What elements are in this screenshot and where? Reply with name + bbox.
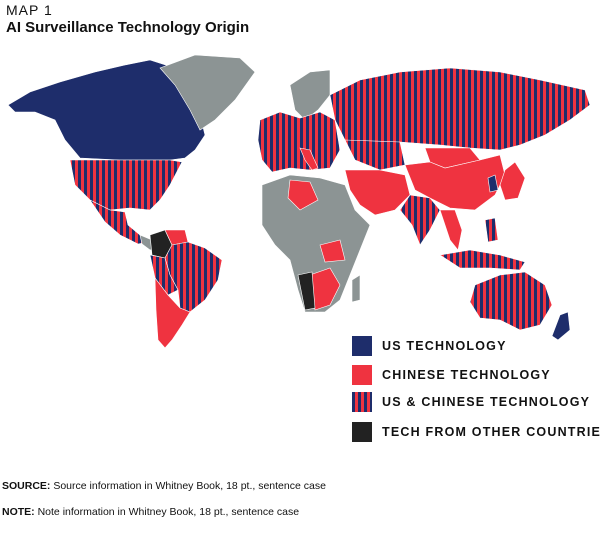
russia — [329, 67, 591, 151]
japan-korea — [499, 161, 526, 201]
madagascar — [351, 274, 361, 303]
source-label: SOURCE: — [2, 480, 51, 492]
legend-swatch — [352, 365, 372, 385]
southeast-asia — [439, 209, 463, 251]
east-africa — [319, 239, 346, 263]
indonesia — [439, 249, 526, 271]
north-africa — [287, 179, 319, 211]
map-title: AI Surveillance Technology Origin — [6, 19, 250, 36]
middle-east — [344, 169, 411, 216]
africa — [261, 174, 371, 313]
note-text: Note information in Whitney Book, 18 pt.… — [37, 506, 300, 518]
korea — [487, 174, 499, 193]
note-line: NOTE: Note information in Whitney Book, … — [2, 506, 299, 518]
legend-label: US TECHNOLOGY — [382, 339, 507, 353]
italy — [299, 147, 319, 171]
india — [399, 194, 441, 246]
europe — [257, 111, 341, 173]
philippines — [484, 217, 499, 243]
namibia — [297, 271, 316, 311]
map-kicker: MAP 1 — [6, 2, 53, 18]
kazakhstan — [344, 139, 406, 171]
united-states — [69, 159, 183, 211]
argentina-chile — [154, 277, 191, 349]
legend-swatch — [352, 336, 372, 356]
source-text: Source information in Whitney Book, 18 p… — [53, 480, 326, 492]
legend-label: CHINESE TECHNOLOGY — [382, 368, 551, 382]
legend-label: TECH FROM OTHER COUNTRIES — [382, 425, 600, 439]
world-map — [7, 54, 591, 349]
legend-swatch — [352, 392, 372, 412]
australia — [469, 271, 553, 331]
new-zealand — [551, 311, 571, 341]
scandinavia — [289, 69, 331, 121]
legend-label: US & CHINESE TECHNOLOGY — [382, 395, 591, 409]
canada-alaska — [7, 59, 206, 161]
note-label: NOTE: — [2, 506, 35, 518]
greenland — [159, 54, 256, 131]
legend-swatch — [352, 422, 372, 442]
source-line: SOURCE: Source information in Whitney Bo… — [2, 480, 326, 492]
